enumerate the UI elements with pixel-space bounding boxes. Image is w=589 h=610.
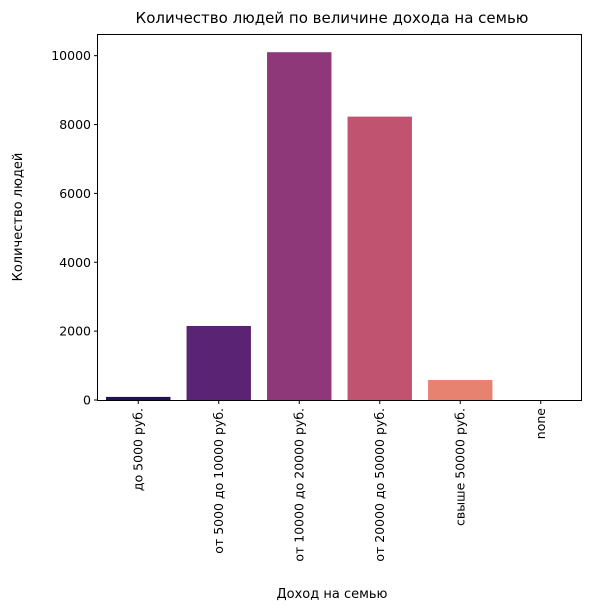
x-tick-label: от 20000 до 50000 руб. [372,408,387,562]
y-tick-label: 8000 [59,117,91,132]
plot-frame [97,34,582,401]
bar-1 [106,396,171,400]
bar-3 [267,52,332,400]
x-tick-label: от 5000 до 10000 руб. [211,408,226,554]
y-tick-label: 0 [83,393,91,408]
x-tick-label: до 5000 руб. [130,408,145,491]
bar-5 [428,380,493,400]
x-tick-label: от 10000 до 20000 руб. [291,408,306,562]
x-tick-label: none [533,408,548,439]
y-tick-label: 4000 [59,255,91,270]
y-tick-label: 10000 [51,48,91,63]
bar-2 [186,325,251,400]
y-axis-ticks: 0 2000 4000 6000 8000 10000 [51,48,98,408]
x-tick-label: свыше 50000 руб. [452,408,467,526]
y-axis-label: Количество людей [11,153,26,282]
y-tick-label: 6000 [59,186,91,201]
bars-group [106,52,493,401]
bar-4 [347,116,412,401]
chart-title: Количество людей по величине дохода на с… [136,9,529,27]
x-axis-ticks: до 5000 руб. от 5000 до 10000 руб. от 1000… [130,400,548,562]
y-tick-label: 2000 [59,324,91,339]
x-axis-label: Доход на семью [276,587,387,602]
